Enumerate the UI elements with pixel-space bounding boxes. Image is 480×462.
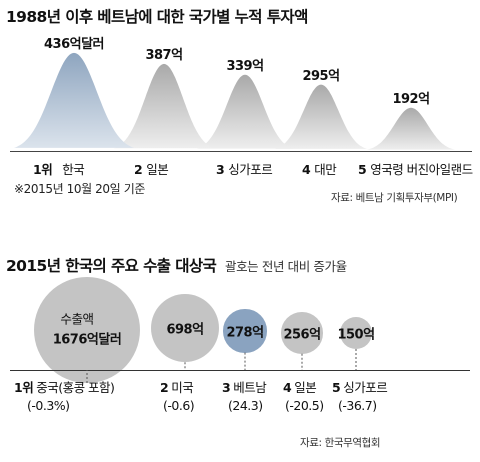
inv-category: 5 영국령 버진아일랜드 [358, 159, 473, 178]
chart1-source: 자료: 베트남 기획투자부(MPI) [331, 192, 458, 204]
chart2-title: 2015년 한국의 주요 수출 대상국 괄호는 전년 대비 증가율 [6, 254, 347, 276]
inv-rank: 2 [134, 162, 143, 177]
export-value-label: 278억 [226, 325, 264, 341]
export-country: 싱가포르 [343, 380, 388, 395]
inv-category: 1위 한국 [33, 159, 85, 178]
chart2-axis [10, 349, 470, 383]
peak-value-label: 436억달러 [43, 36, 105, 52]
peak-value-label: 295억 [302, 68, 340, 84]
export-value-label: 256억 [283, 327, 321, 343]
peak-5 [367, 107, 455, 150]
chart1-title: 1988년 이후 베트남에 대한 국가별 누적 투자액 [6, 8, 308, 26]
export-country: 중국(홍콩 포함) [36, 380, 115, 395]
export-bubble [150, 293, 220, 363]
export-bubble [223, 309, 267, 353]
export-growth-rate: (-0.3%) [27, 398, 70, 413]
export-growth-rate: (-36.7) [338, 398, 377, 413]
inv-country: 일본 [146, 162, 169, 177]
export-category: 5 싱가포르 [332, 377, 388, 396]
inv-country: 영국령 버진아일랜드 [370, 162, 473, 177]
inv-country: 대만 [314, 162, 337, 177]
chart2-title-text: 2015년 한국의 주요 수출 대상국 [6, 257, 217, 275]
peak-1 [14, 52, 134, 148]
export-rank: 4 [283, 380, 292, 395]
peak-value-label: 339억 [226, 58, 264, 74]
export-growth-rate: (24.3) [228, 398, 263, 413]
chart1-note: ※2015년 10월 20일 기준 [14, 182, 145, 196]
peak-2 [114, 63, 214, 149]
chart2-source: 자료: 한국무역협회 [300, 437, 381, 449]
export-value-label: 1676억달러 [52, 332, 122, 348]
export-value-label: 150억 [337, 327, 375, 343]
export-country: 미국 [171, 380, 194, 395]
inv-rank: 1위 [33, 162, 53, 177]
export-category: 4 일본 [283, 377, 317, 396]
peak-value-label: 192억 [392, 91, 430, 107]
export-category: 3 베트남 [222, 377, 267, 396]
export-bubble [340, 317, 372, 349]
export-growth-rate: (-0.6) [163, 398, 195, 413]
export-category: 1위 중국(홍콩 포함) [14, 377, 115, 396]
export-bubble [34, 277, 140, 383]
export-growth-rate: (-20.5) [285, 398, 324, 413]
export-value-label: 698억 [166, 322, 204, 338]
export-category: 2 미국 [160, 377, 194, 396]
inv-rank: 3 [216, 162, 225, 177]
export-rank: 3 [222, 380, 231, 395]
inv-country: 한국 [62, 162, 85, 177]
inv-category: 3 싱가포르 [216, 159, 273, 178]
export-bubble [281, 312, 323, 354]
inv-category: 2 일본 [134, 159, 169, 178]
inv-category: 4 대만 [302, 159, 337, 178]
export-country: 베트남 [233, 380, 267, 395]
export-bubble-caption: 수출액 [60, 311, 94, 327]
inv-rank: 5 [358, 162, 367, 177]
inv-country: 싱가포르 [228, 162, 273, 177]
export-rank: 2 [160, 380, 169, 395]
peak-4 [275, 84, 367, 149]
inv-rank: 4 [302, 162, 311, 177]
export-rank: 5 [332, 380, 341, 395]
export-country: 일본 [294, 380, 317, 395]
chart1-peaks [10, 52, 472, 152]
peak-value-label: 387억 [145, 47, 183, 63]
peak-3 [197, 74, 293, 149]
chart2-subtitle: 괄호는 전년 대비 증가율 [224, 259, 347, 274]
export-rank: 1위 [14, 380, 34, 395]
